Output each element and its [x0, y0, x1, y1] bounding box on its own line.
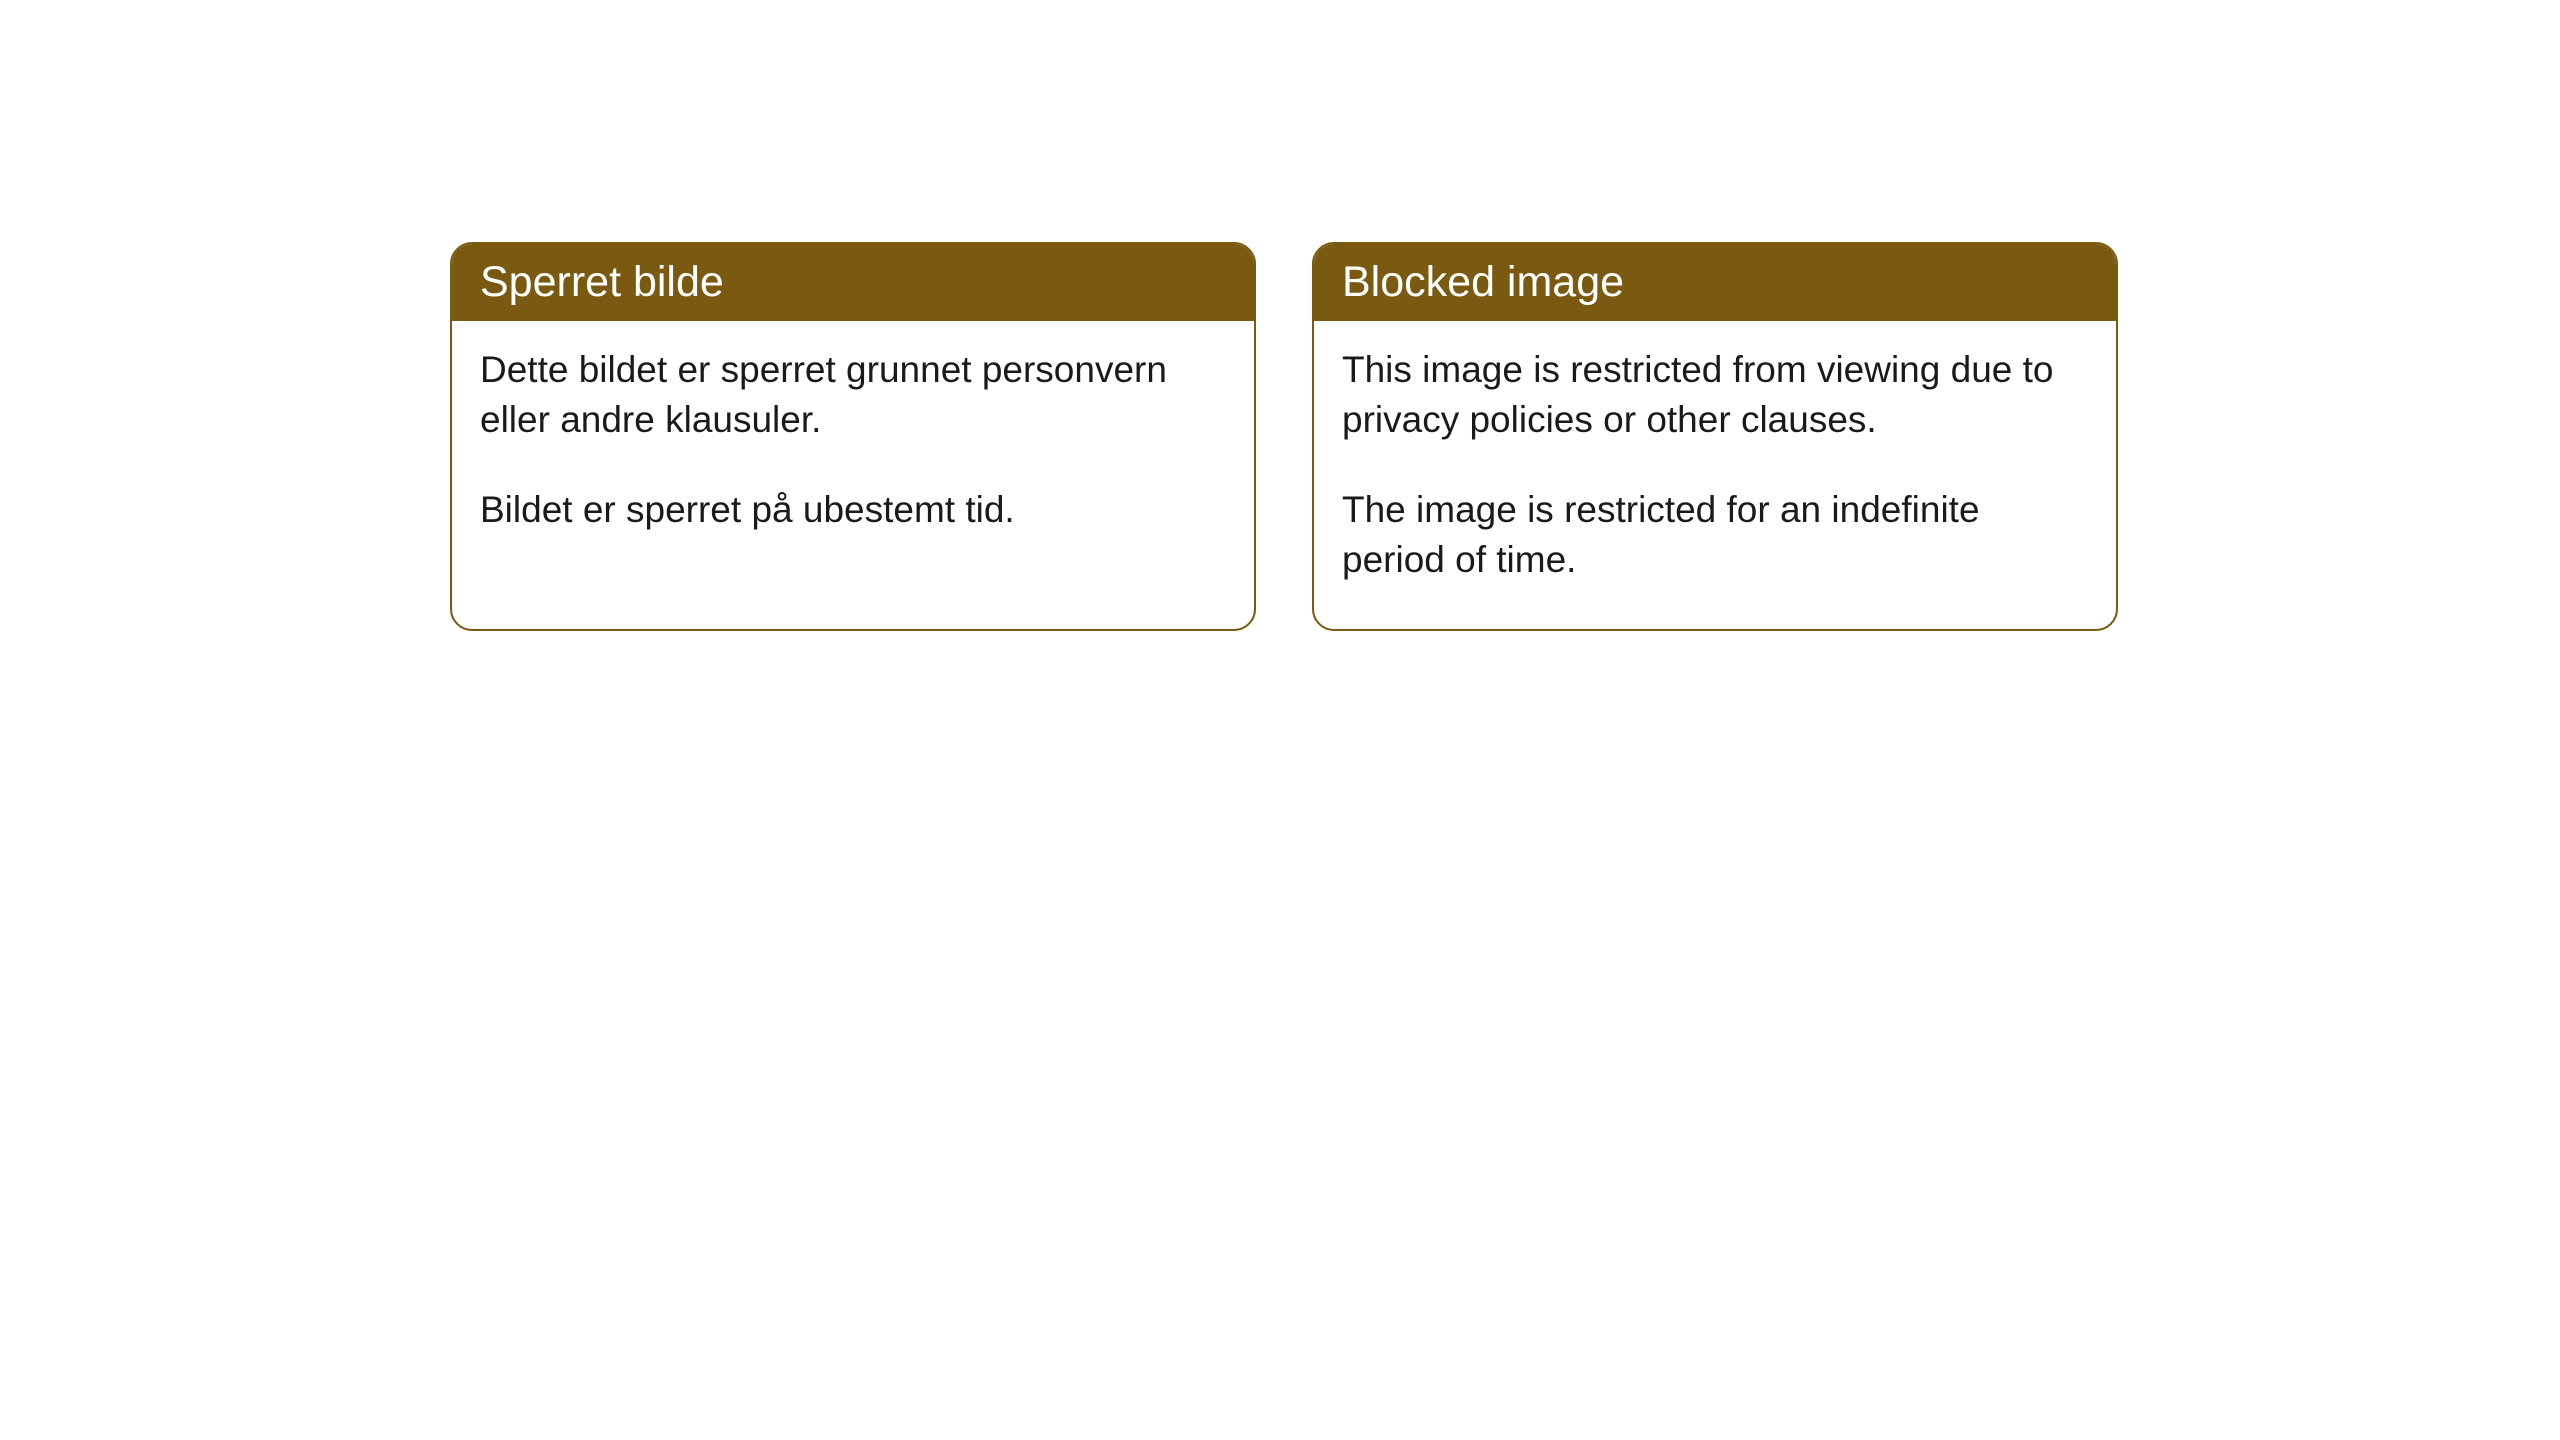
card-body: This image is restricted from viewing du… — [1314, 321, 2116, 629]
blocked-image-card-no: Sperret bilde Dette bildet er sperret gr… — [450, 242, 1256, 631]
blocked-image-card-en: Blocked image This image is restricted f… — [1312, 242, 2118, 631]
body-paragraph: The image is restricted for an indefinit… — [1342, 485, 2088, 585]
card-title: Sperret bilde — [452, 244, 1254, 321]
body-paragraph: This image is restricted from viewing du… — [1342, 345, 2088, 445]
body-paragraph: Dette bildet er sperret grunnet personve… — [480, 345, 1226, 445]
cards-row: Sperret bilde Dette bildet er sperret gr… — [0, 0, 2560, 631]
body-paragraph: Bildet er sperret på ubestemt tid. — [480, 485, 1226, 535]
card-title: Blocked image — [1314, 244, 2116, 321]
card-body: Dette bildet er sperret grunnet personve… — [452, 321, 1254, 579]
